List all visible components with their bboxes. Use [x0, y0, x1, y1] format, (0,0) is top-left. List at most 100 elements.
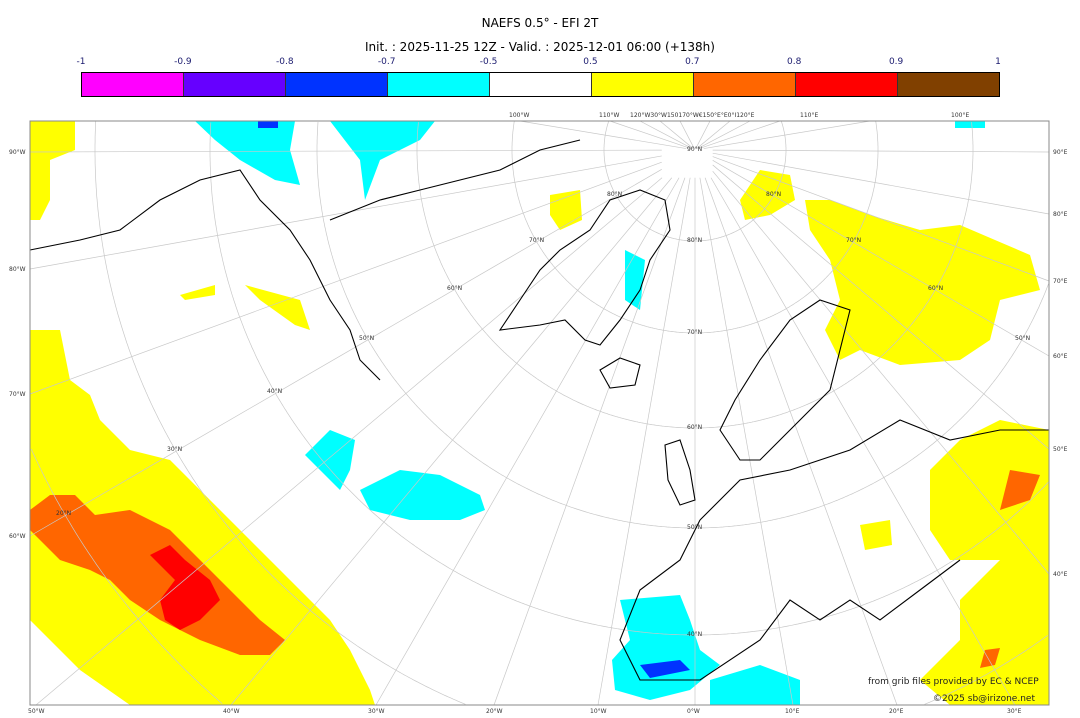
- coastline-greenland: [498, 189, 671, 346]
- latitude-label: 20°N: [56, 510, 72, 517]
- latitude-label: 40°N: [687, 631, 703, 638]
- efi-area-red: [150, 545, 220, 630]
- longitude-label-bottom: 0°W: [687, 708, 700, 715]
- longitude-label-right: 40°E: [1053, 571, 1068, 578]
- latitude-label: 40°N: [267, 388, 283, 395]
- meridian-line: [712, 156, 1050, 282]
- longitude-label-bottom: 10°W: [590, 708, 607, 715]
- longitude-label-top: 100°W: [509, 112, 530, 119]
- longitude-label-left: 70°W: [9, 391, 26, 398]
- efi-area-yellow: [860, 520, 892, 550]
- longitude-label-right: 70°E: [1053, 278, 1068, 285]
- longitude-label-bottom: 30°W: [368, 708, 385, 715]
- efi-area-yellow: [740, 170, 795, 220]
- efi-area-cyan: [195, 121, 300, 185]
- colorbar-segment: [490, 73, 592, 96]
- parallel-line: [416, 122, 974, 429]
- colorbar-segment: [388, 73, 490, 96]
- colorbar: [81, 72, 1000, 97]
- colorbar-label: -0.7: [377, 57, 396, 67]
- efi-area-yellow: [30, 121, 75, 220]
- meridian-line: [609, 120, 691, 149]
- meridian-line: [712, 164, 1050, 450]
- longitude-label-bottom: 20°W: [486, 708, 503, 715]
- latitude-label: 60°N: [928, 285, 944, 292]
- meridian-line: [699, 120, 781, 149]
- longitude-label-bottom: 50°W: [28, 708, 45, 715]
- colorbar-segment: [592, 73, 694, 96]
- colorbar-segment: [184, 73, 286, 96]
- meridian-line: [712, 152, 1050, 215]
- coastline-britain: [664, 439, 696, 506]
- latitude-label: 60°N: [447, 285, 463, 292]
- latitude-label: 80°N: [607, 191, 623, 198]
- longitude-label-bottom: 40°W: [223, 708, 240, 715]
- longitude-label-left: 60°W: [9, 533, 26, 540]
- efi-area-cyan: [612, 595, 720, 700]
- meridian-line: [493, 177, 686, 706]
- meridian-line: [29, 155, 662, 270]
- latitude-label: 80°N: [687, 237, 703, 244]
- colorbar-segment: [286, 73, 388, 96]
- meridian-line: [679, 120, 695, 149]
- parallel-line: [30, 448, 223, 704]
- longitude-label-top: 120°W30°W150170°W€150°E°E0°I120°E: [630, 112, 755, 119]
- latitude-label: 30°N: [167, 446, 183, 453]
- efi-area-orange: [30, 495, 285, 655]
- longitude-label-bottom: 10°E: [785, 708, 800, 715]
- longitude-label-left: 80°W: [9, 266, 26, 273]
- map-frame: [29, 120, 1050, 706]
- meridian-line: [712, 149, 1050, 153]
- longitude-label-bottom: 20°E: [889, 708, 904, 715]
- meridian-line: [697, 120, 751, 149]
- colorbar-label: 0.5: [583, 57, 598, 67]
- longitude-label-right: 90°E: [1053, 149, 1068, 156]
- chart-subtitle: Init. : 2025-11-25 12Z - Valid. : 2025-1…: [365, 40, 715, 54]
- meridian-line: [519, 120, 687, 149]
- longitude-label-bottom: 30°E: [1007, 708, 1022, 715]
- meridian-line: [29, 168, 662, 537]
- coastline-iceland: [599, 357, 641, 389]
- coastline-arctic-islands: [329, 139, 581, 221]
- parallel-line: [94, 121, 1048, 705]
- efi-area-cyan: [955, 121, 985, 128]
- meridian-line: [597, 177, 691, 706]
- colorbar-segment: [694, 73, 796, 96]
- efi-area-cyan: [360, 470, 485, 520]
- meridian-line: [659, 120, 694, 149]
- efi-area-orange: [1000, 470, 1040, 510]
- latitude-label: 50°N: [687, 524, 703, 531]
- coastline-scandinavia: [719, 299, 851, 461]
- source-credit: from grib files provided by EC & NCEP: [868, 677, 1039, 687]
- latitude-label: 50°N: [1015, 335, 1031, 342]
- meridian-line: [704, 177, 898, 706]
- longitude-label-top: 100°E: [951, 112, 970, 119]
- efi-area-yellow: [180, 285, 215, 300]
- meridian-line: [696, 120, 731, 149]
- efi-area-cyan: [330, 121, 435, 200]
- colorbar-label: -0.8: [275, 57, 294, 67]
- efi-area-yellow: [550, 190, 582, 230]
- colorbar-segment: [82, 73, 184, 96]
- colorbar-label: -1: [76, 57, 86, 67]
- coastline-europe: [619, 419, 1049, 681]
- efi-area-cyan: [710, 665, 800, 705]
- colorbar-label: 0.8: [787, 57, 802, 67]
- latitude-label: 70°N: [529, 237, 545, 244]
- longitude-label-right: 50°E: [1053, 446, 1068, 453]
- efi-area-blue: [640, 660, 690, 678]
- parallel-line: [316, 121, 1049, 529]
- colorbar-segment: [796, 73, 898, 96]
- meridian-line: [230, 177, 673, 706]
- colorbar-label: 0.9: [888, 57, 904, 67]
- meridian-line: [712, 159, 1050, 357]
- latitude-label: 70°N: [846, 237, 862, 244]
- meridian-line: [712, 170, 1050, 575]
- efi-area-cyan: [305, 430, 355, 490]
- parallel-line: [209, 122, 1049, 636]
- efi-area-blue: [258, 121, 278, 128]
- efi-area-yellow: [30, 330, 375, 705]
- meridian-line: [35, 177, 663, 706]
- latitude-label: 80°N: [766, 191, 782, 198]
